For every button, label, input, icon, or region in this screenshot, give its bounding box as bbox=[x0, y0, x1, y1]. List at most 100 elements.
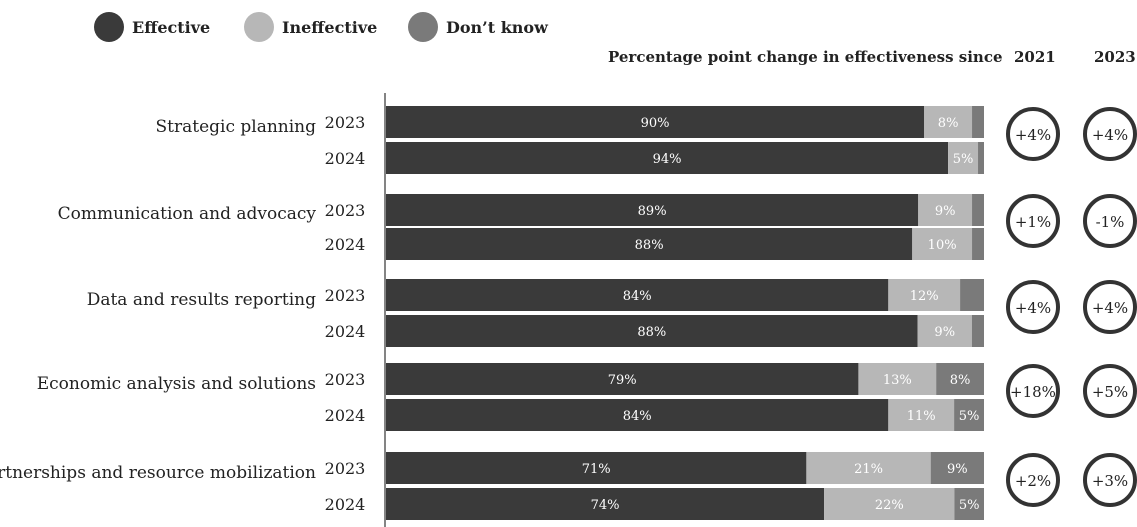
bar-segment bbox=[978, 142, 984, 174]
change-circle bbox=[1006, 364, 1060, 418]
change-value: +4% bbox=[1015, 299, 1051, 317]
bar-segment bbox=[930, 452, 984, 484]
data-label: 9% bbox=[934, 325, 955, 340]
bar-segment bbox=[858, 363, 937, 395]
data-label: 8% bbox=[950, 373, 971, 388]
bar-segment bbox=[386, 363, 859, 395]
bar-segment bbox=[954, 399, 984, 431]
data-label: 84% bbox=[623, 409, 652, 424]
data-label: 89% bbox=[638, 204, 667, 219]
change-circle bbox=[1083, 453, 1137, 507]
bar-segment bbox=[824, 488, 955, 520]
data-label: 12% bbox=[910, 289, 939, 304]
legend-item-dont-know: Don’t know bbox=[408, 12, 548, 42]
legend-label-effective: Effective bbox=[132, 17, 211, 37]
bar-segment bbox=[386, 106, 925, 138]
bar-segment bbox=[888, 279, 961, 311]
bar-segment bbox=[954, 488, 984, 520]
change-header-title: Percentage point change in effectiveness… bbox=[608, 48, 1003, 66]
change-circle bbox=[1006, 107, 1060, 161]
change-circle bbox=[1083, 364, 1137, 418]
category-label: Economic analysis and solutions bbox=[37, 374, 316, 394]
category-label: Partnerships and resource mobilization bbox=[0, 463, 316, 483]
year-label: 2023 bbox=[325, 370, 366, 389]
bar-segment bbox=[386, 488, 825, 520]
data-label: 84% bbox=[623, 289, 652, 304]
data-label: 94% bbox=[653, 152, 682, 167]
data-label: 22% bbox=[875, 498, 904, 513]
bar-segment bbox=[912, 228, 973, 260]
bar-segment bbox=[386, 228, 913, 260]
category-label: Communication and advocacy bbox=[58, 204, 317, 224]
data-label: 5% bbox=[959, 409, 980, 424]
year-label: 2023 bbox=[325, 459, 366, 478]
data-label: 88% bbox=[635, 238, 664, 253]
legend-label-dont-know: Don’t know bbox=[446, 17, 548, 37]
bar-segment bbox=[917, 315, 972, 347]
data-label: 5% bbox=[953, 152, 974, 167]
bar-segment bbox=[971, 315, 984, 347]
data-label: 88% bbox=[637, 325, 666, 340]
legend-swatch-dont-know bbox=[408, 12, 438, 42]
change-circle bbox=[1083, 280, 1137, 334]
legend-swatch-ineffective bbox=[244, 12, 274, 42]
change-circle bbox=[1006, 194, 1060, 248]
data-label: 5% bbox=[959, 498, 980, 513]
data-label: 71% bbox=[582, 462, 611, 477]
year-label: 2024 bbox=[325, 149, 366, 168]
year-label: 2024 bbox=[325, 495, 366, 514]
legend-label-ineffective: Ineffective bbox=[282, 17, 378, 37]
year-label: 2023 bbox=[325, 286, 366, 305]
change-value: +18% bbox=[1010, 383, 1056, 401]
change-circle bbox=[1006, 280, 1060, 334]
data-label: 21% bbox=[854, 462, 883, 477]
change-value: +1% bbox=[1015, 213, 1051, 231]
year-label: 2024 bbox=[325, 322, 366, 341]
change-circle bbox=[1083, 194, 1137, 248]
bar-segment bbox=[936, 363, 984, 395]
category-label: Data and results reporting bbox=[87, 290, 316, 310]
data-label: 13% bbox=[883, 373, 912, 388]
bar-segment bbox=[960, 279, 984, 311]
bar-segment bbox=[806, 452, 931, 484]
bar-segment bbox=[386, 194, 919, 226]
change-value: +5% bbox=[1092, 383, 1128, 401]
data-label: 8% bbox=[938, 116, 959, 131]
bar-segment bbox=[386, 399, 889, 431]
change-value: +4% bbox=[1015, 126, 1051, 144]
year-label: 2023 bbox=[325, 201, 366, 220]
bar-segment bbox=[888, 399, 955, 431]
bar-segment bbox=[918, 194, 973, 226]
bar-segment bbox=[972, 106, 984, 138]
bar-segment bbox=[972, 228, 984, 260]
data-label: 79% bbox=[608, 373, 637, 388]
bar-segment bbox=[972, 194, 984, 226]
change-value: +4% bbox=[1092, 126, 1128, 144]
change-circle bbox=[1083, 107, 1137, 161]
data-label: 10% bbox=[928, 238, 957, 253]
category-label: Strategic planning bbox=[156, 117, 317, 137]
change-circle bbox=[1006, 453, 1060, 507]
year-label: 2024 bbox=[325, 235, 366, 254]
data-label: 90% bbox=[641, 116, 670, 131]
bar-segment bbox=[924, 106, 973, 138]
bar-segment bbox=[386, 279, 889, 311]
change-value: -1% bbox=[1096, 213, 1125, 231]
legend-swatch-effective bbox=[94, 12, 124, 42]
data-label: 74% bbox=[591, 498, 620, 513]
bar-segment bbox=[386, 452, 807, 484]
year-label: 2023 bbox=[325, 113, 366, 132]
data-label: 9% bbox=[947, 462, 968, 477]
change-header-2023: 2023 bbox=[1094, 48, 1136, 66]
bar-segment bbox=[386, 142, 949, 174]
data-label: 11% bbox=[907, 409, 936, 424]
bar-segment bbox=[948, 142, 979, 174]
change-value: +4% bbox=[1092, 299, 1128, 317]
change-value: +3% bbox=[1092, 472, 1128, 490]
legend-item-ineffective: Ineffective bbox=[244, 12, 377, 42]
bar-segment bbox=[386, 315, 918, 347]
year-label: 2024 bbox=[325, 406, 366, 425]
change-header-2021: 2021 bbox=[1014, 48, 1056, 66]
legend-item-effective: Effective bbox=[94, 12, 210, 42]
